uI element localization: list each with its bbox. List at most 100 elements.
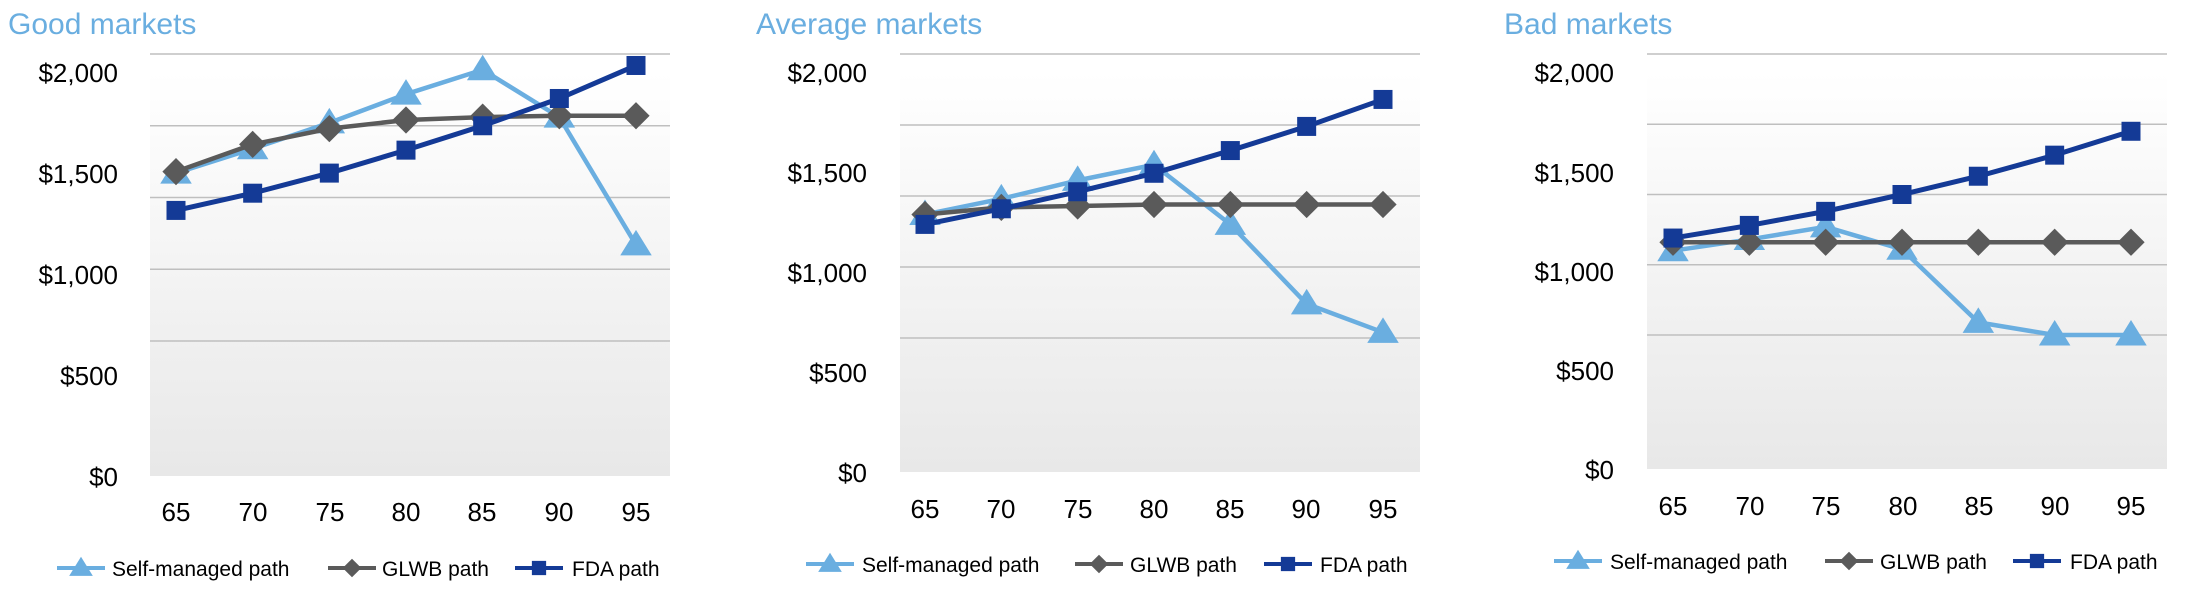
- plot-area: [150, 72, 670, 476]
- data-point-glwb: [2117, 228, 2145, 256]
- data-point-glwb: [1216, 190, 1244, 219]
- data-point-glwb: [545, 102, 573, 130]
- legend-label-self-managed: Self-managed path: [112, 558, 289, 581]
- data-point-fda: [915, 214, 935, 234]
- x-tick-label: 75: [1064, 494, 1093, 524]
- legend-label-fda: FDA path: [2070, 551, 2158, 574]
- x-tick-label: 80: [1140, 494, 1169, 524]
- legend-label-fda: FDA path: [572, 558, 660, 581]
- plot-area: [900, 72, 1420, 472]
- data-point-self-managed: [2115, 320, 2147, 346]
- x-tick-label: 85: [1216, 494, 1245, 524]
- data-point-fda: [1663, 228, 1683, 248]
- data-point-fda: [473, 116, 493, 136]
- data-point-fda: [1297, 116, 1317, 136]
- legend-marker-self-managed: [1566, 549, 1590, 569]
- legend-label-glwb: GLWB path: [1130, 554, 1237, 577]
- legend-label-glwb: GLWB path: [1880, 551, 1987, 574]
- data-point-glwb: [1735, 228, 1763, 256]
- data-point-glwb: [239, 130, 267, 159]
- x-tick-label: 70: [239, 497, 268, 527]
- x-tick-label: 70: [987, 494, 1016, 524]
- legend-label-self-managed: Self-managed path: [1610, 551, 1787, 574]
- data-point-glwb: [1964, 228, 1992, 256]
- y-tick-label: $1,500: [38, 159, 118, 189]
- data-point-glwb: [1369, 190, 1397, 219]
- legend: Self-managed path GLWB path FDA path: [806, 552, 1408, 577]
- x-tick-label: 95: [622, 497, 651, 527]
- x-tick-label: 85: [468, 497, 497, 527]
- y-tick-label: $1,000: [38, 260, 118, 290]
- data-point-glwb: [1812, 228, 1840, 256]
- y-tick-label: $1,500: [1534, 158, 1614, 188]
- legend-marker-self-managed: [69, 556, 93, 576]
- chart-title: Good markets: [8, 8, 196, 41]
- data-point-glwb: [622, 102, 650, 130]
- y-tick-label: $0: [1585, 455, 1614, 485]
- legend-marker-fda: [2029, 553, 2045, 569]
- data-point-glwb: [1293, 190, 1321, 219]
- x-tick-label: 90: [545, 497, 574, 527]
- data-point-fda: [396, 140, 416, 160]
- data-point-fda: [1968, 166, 1988, 186]
- chart-average-markets: Average markets $0 $500 $1,000 $1,500 $2…: [756, 8, 1420, 577]
- chart-good-markets: Good markets $0 $500 $1,000 $1,500 $2,00…: [8, 8, 670, 581]
- legend-marker-fda: [1280, 556, 1296, 572]
- y-tick-label: $500: [1556, 356, 1614, 386]
- x-tick-label: 75: [316, 497, 345, 527]
- y-tick-label: $1,500: [787, 158, 867, 188]
- chart-title: Bad markets: [1504, 8, 1672, 41]
- x-tick-label: 95: [2117, 491, 2146, 521]
- data-point-fda: [1220, 141, 1240, 161]
- legend-label-fda: FDA path: [1320, 554, 1408, 577]
- y-tick-label: $2,000: [38, 58, 118, 88]
- y-tick-label: $500: [809, 358, 867, 388]
- legend: Self-managed path GLWB path FDA path: [1554, 549, 2158, 574]
- data-point-self-managed: [466, 54, 499, 81]
- data-point-fda: [166, 200, 186, 220]
- data-point-fda: [991, 199, 1011, 219]
- data-point-fda: [319, 163, 339, 183]
- data-point-fda: [2045, 145, 2065, 165]
- chart-title: Average markets: [756, 8, 982, 41]
- plot-area: [1647, 72, 2167, 469]
- y-tick-label: $2,000: [787, 58, 867, 88]
- data-point-fda: [243, 183, 263, 203]
- y-tick-label: $0: [89, 462, 118, 492]
- legend-marker-glwb: [1839, 551, 1859, 571]
- legend: Self-managed path GLWB path FDA path: [57, 556, 660, 581]
- legend-marker-self-managed: [818, 552, 842, 572]
- legend-label-glwb: GLWB path: [382, 558, 489, 581]
- chart-bad-markets: Bad markets $0 $500 $1,000 $1,500 $2,000…: [1504, 8, 2167, 574]
- data-point-fda: [1816, 201, 1836, 221]
- legend-marker-glwb: [342, 558, 362, 578]
- x-tick-label: 80: [392, 497, 421, 527]
- x-tick-label: 95: [1369, 494, 1398, 524]
- data-point-glwb: [392, 106, 420, 134]
- data-point-glwb: [1888, 228, 1916, 256]
- x-tick-label: 85: [1965, 491, 1994, 521]
- data-point-fda: [1892, 185, 1912, 204]
- x-tick-label: 70: [1736, 491, 1765, 521]
- data-point-fda: [1373, 89, 1393, 109]
- data-point-fda: [549, 88, 569, 108]
- x-tick-label: 80: [1889, 491, 1918, 521]
- data-point-fda: [626, 55, 646, 75]
- x-tick-label: 90: [1292, 494, 1321, 524]
- x-tick-label: 65: [911, 494, 940, 524]
- data-point-self-managed: [1809, 211, 1842, 238]
- y-tick-label: $500: [60, 361, 118, 391]
- data-point-glwb: [315, 114, 343, 143]
- legend-label-self-managed: Self-managed path: [862, 554, 1039, 577]
- data-point-self-managed: [2038, 320, 2071, 346]
- data-point-glwb: [162, 158, 190, 186]
- x-tick-label: 65: [1659, 491, 1688, 521]
- data-point-fda: [2121, 121, 2141, 141]
- y-tick-label: $2,000: [1534, 58, 1614, 88]
- y-tick-label: $0: [838, 458, 867, 488]
- y-tick-label: $1,000: [1534, 257, 1614, 287]
- data-point-self-managed: [1214, 209, 1247, 235]
- data-point-self-managed: [1367, 317, 1399, 343]
- data-point-self-managed: [390, 79, 422, 105]
